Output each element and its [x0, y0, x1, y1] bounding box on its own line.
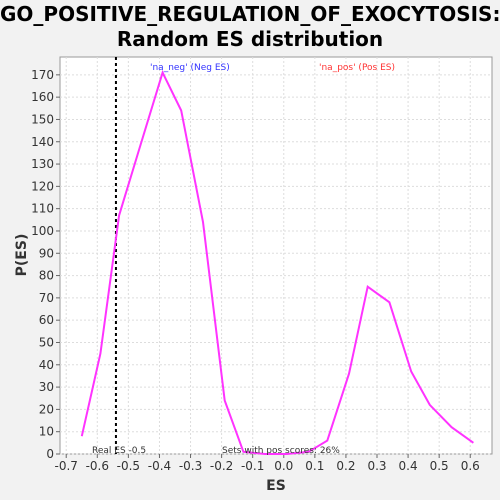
chart-title-line1: GO_POSITIVE_REGULATION_OF_EXOCYTOSIS:	[0, 2, 500, 26]
x-tick-label: 0.5	[430, 459, 449, 473]
y-tick-label: 0	[46, 447, 54, 461]
y-tick-label: 170	[31, 68, 54, 82]
neg-label: 'na_neg' (Neg ES)	[150, 63, 230, 73]
x-tick-label: 0.2	[336, 459, 355, 473]
real-es-label: Real ES -0.5	[92, 446, 146, 456]
pos-label: 'na_pos' (Pos ES)	[319, 63, 395, 73]
y-tick-label: 20	[39, 402, 54, 416]
pos-scores-label: Sets with pos scores: 26%	[222, 446, 340, 456]
y-tick-label: 140	[31, 135, 54, 149]
y-tick-label: 100	[31, 224, 54, 238]
y-tick-label: 80	[39, 269, 54, 283]
x-tick-label: 0.3	[367, 459, 386, 473]
plot-area	[59, 56, 493, 455]
x-tick-label: 0.4	[399, 459, 418, 473]
x-axis-ticks: -0.7 -0.6 -0.5 -0.4 -0.3 -0.2 -0.1 0.0 0.1 0.2 0.3…	[55, 454, 480, 473]
y-tick-label: 30	[39, 380, 54, 394]
x-tick-label: -0.4	[148, 459, 171, 473]
y-tick-label: 150	[31, 112, 54, 126]
y-axis-title: P(ES)	[14, 234, 30, 277]
y-tick-label: 70	[39, 291, 54, 305]
y-axis-ticks: 0 10 20 30 40 50 60 70 80 90 100 110 120 130 140 150 160…	[31, 68, 60, 461]
y-tick-label: 10	[39, 425, 54, 439]
x-tick-label: 0.0	[274, 459, 293, 473]
x-tick-label: -0.7	[55, 459, 78, 473]
x-tick-label: 0.1	[305, 459, 324, 473]
x-axis-title: ES	[266, 478, 286, 494]
y-tick-label: 40	[39, 358, 54, 372]
y-tick-label: 110	[31, 202, 54, 216]
x-tick-label: -0.6	[86, 459, 109, 473]
x-tick-label: -0.5	[117, 459, 140, 473]
y-tick-label: 160	[31, 90, 54, 104]
y-tick-label: 50	[39, 335, 54, 349]
x-tick-label: -0.1	[241, 459, 264, 473]
chart-title-line2: Random ES distribution	[116, 27, 384, 51]
y-tick-label: 90	[39, 246, 54, 260]
x-tick-label: 0.6	[461, 459, 480, 473]
grid	[60, 57, 492, 455]
y-tick-label: 120	[31, 179, 54, 193]
chart-title: GO_POSITIVE_REGULATION_OF_EXOCYTOSIS: Ra…	[0, 2, 500, 52]
y-tick-label: 130	[31, 157, 54, 171]
x-tick-label: -0.2	[210, 459, 233, 473]
y-tick-label: 60	[39, 313, 54, 327]
series-line	[80, 69, 474, 455]
x-tick-label: -0.3	[179, 459, 202, 473]
